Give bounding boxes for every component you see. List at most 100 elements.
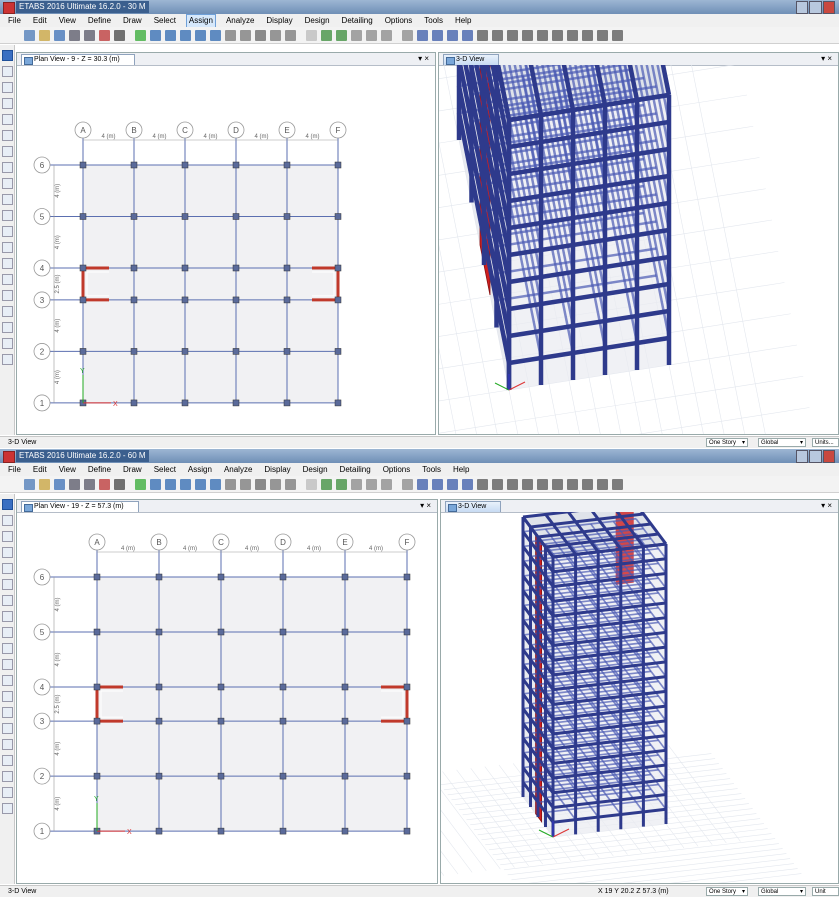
toolbar-button[interactable]	[522, 29, 533, 41]
menu-tools[interactable]: Tools	[422, 464, 441, 474]
menu-help[interactable]: Help	[454, 15, 472, 25]
draw-tool-button[interactable]	[1, 707, 13, 718]
toolbar-button[interactable]	[69, 478, 80, 490]
toolbar-button[interactable]	[24, 478, 35, 490]
draw-tool-button[interactable]	[1, 98, 13, 109]
toolbar-button[interactable]	[135, 29, 146, 41]
toolbar-button[interactable]	[567, 478, 578, 490]
coord-system-dropdown[interactable]: Global ▾	[758, 887, 806, 896]
toolbar-button[interactable]	[447, 29, 458, 41]
draw-tool-button[interactable]	[1, 146, 13, 157]
toolbar-button[interactable]	[612, 478, 623, 490]
toolbar-button[interactable]	[240, 478, 251, 490]
draw-tool-button[interactable]	[1, 242, 13, 253]
draw-tool-button[interactable]	[1, 290, 13, 301]
toolbar-button[interactable]	[582, 29, 593, 41]
draw-tool-button[interactable]	[1, 82, 13, 93]
story-dropdown[interactable]: One Story ▾	[706, 438, 748, 447]
toolbar-button[interactable]	[351, 29, 362, 41]
toolbar-button[interactable]	[381, 29, 392, 41]
menu-draw[interactable]: Draw	[123, 15, 142, 25]
toolbar-button[interactable]	[537, 478, 548, 490]
draw-tool-button[interactable]	[1, 659, 13, 670]
toolbar-button[interactable]	[402, 478, 413, 490]
draw-tool-button[interactable]	[1, 354, 13, 365]
menu-display[interactable]: Display	[264, 464, 291, 474]
toolbar-button[interactable]	[366, 29, 377, 41]
menu-analyze[interactable]: Analyze	[223, 464, 253, 474]
draw-tool-button[interactable]	[1, 691, 13, 702]
menu-view[interactable]: View	[58, 464, 76, 474]
toolbar-button[interactable]	[24, 29, 35, 41]
toolbar-button[interactable]	[270, 29, 281, 41]
toolbar-button[interactable]	[507, 478, 518, 490]
toolbar-button[interactable]	[39, 29, 50, 41]
draw-tool-button[interactable]	[1, 739, 13, 750]
toolbar-button[interactable]	[432, 478, 443, 490]
toolbar-button[interactable]	[351, 478, 362, 490]
toolbar-button[interactable]	[270, 478, 281, 490]
menu-assign[interactable]: Assign	[187, 464, 212, 474]
units-button[interactable]: Units...	[812, 438, 839, 447]
toolbar-button[interactable]	[180, 478, 191, 490]
draw-tool-button[interactable]	[1, 723, 13, 734]
3d-building-view[interactable]	[439, 65, 838, 434]
toolbar-button[interactable]	[366, 478, 377, 490]
toolbar-button[interactable]	[321, 29, 332, 41]
toolbar-button[interactable]	[195, 478, 206, 490]
toolbar-button[interactable]	[447, 478, 458, 490]
minimize-button[interactable]	[796, 1, 809, 14]
toolbar-button[interactable]	[54, 29, 65, 41]
toolbar-button[interactable]	[195, 29, 206, 41]
coord-system-dropdown[interactable]: Global ▾	[758, 438, 806, 447]
draw-tool-button[interactable]	[1, 210, 13, 221]
menu-edit[interactable]: Edit	[32, 15, 47, 25]
maximize-button[interactable]	[809, 450, 822, 463]
toolbar-button[interactable]	[114, 478, 125, 490]
draw-tool-button[interactable]	[1, 114, 13, 125]
menu-detailing[interactable]: Detailing	[341, 15, 373, 25]
toolbar-button[interactable]	[99, 29, 110, 41]
toolbar-button[interactable]	[255, 478, 266, 490]
toolbar-button[interactable]	[285, 29, 296, 41]
toolbar-button[interactable]	[462, 29, 473, 41]
toolbar-button[interactable]	[255, 29, 266, 41]
toolbar-button[interactable]	[225, 478, 236, 490]
menu-design[interactable]: Design	[302, 464, 328, 474]
3d-view-pane[interactable]: 3-D View ▾ ×	[438, 52, 839, 435]
plan-view-drawing[interactable]: A B C D E F 1 2 3 4 5 6 4 (m) 4 (m) 4 (m) 4 (m) 4 (m) 4 (…	[17, 65, 435, 434]
draw-tool-button[interactable]	[1, 226, 13, 237]
pointer-icon[interactable]	[1, 499, 13, 510]
menu-help[interactable]: Help	[452, 464, 470, 474]
close-button[interactable]	[822, 450, 835, 463]
toolbar-button[interactable]	[180, 29, 191, 41]
menu-define[interactable]: Define	[87, 15, 112, 25]
menu-tools[interactable]: Tools	[424, 15, 443, 25]
toolbar-button[interactable]	[336, 478, 347, 490]
toolbar-button[interactable]	[492, 29, 503, 41]
toolbar-button[interactable]	[69, 29, 80, 41]
draw-tool-button[interactable]	[1, 579, 13, 590]
toolbar-button[interactable]	[462, 478, 473, 490]
menu-options[interactable]: Options	[382, 464, 411, 474]
toolbar-button[interactable]	[597, 29, 608, 41]
menu-detailing[interactable]: Detailing	[339, 464, 371, 474]
toolbar-button[interactable]	[492, 478, 503, 490]
plan-view-pane[interactable]: Plan View - 19 - Z = 57.3 (m) ▾ × A B C D E F…	[16, 499, 438, 884]
menu-file[interactable]: File	[8, 15, 21, 25]
menu-edit[interactable]: Edit	[32, 464, 47, 474]
toolbar-button[interactable]	[285, 478, 296, 490]
toolbar-button[interactable]	[99, 478, 110, 490]
toolbar-button[interactable]	[210, 29, 221, 41]
draw-tool-button[interactable]	[1, 162, 13, 173]
toolbar-button[interactable]	[522, 478, 533, 490]
toolbar-button[interactable]	[240, 29, 251, 41]
toolbar-button[interactable]	[417, 29, 428, 41]
3d-building-view[interactable]	[441, 512, 838, 883]
toolbar-button[interactable]	[582, 478, 593, 490]
menu-select[interactable]: Select	[153, 15, 176, 25]
toolbar-button[interactable]	[552, 29, 563, 41]
draw-tool-button[interactable]	[1, 338, 13, 349]
toolbar-button[interactable]	[135, 478, 146, 490]
menu-draw[interactable]: Draw	[123, 464, 142, 474]
